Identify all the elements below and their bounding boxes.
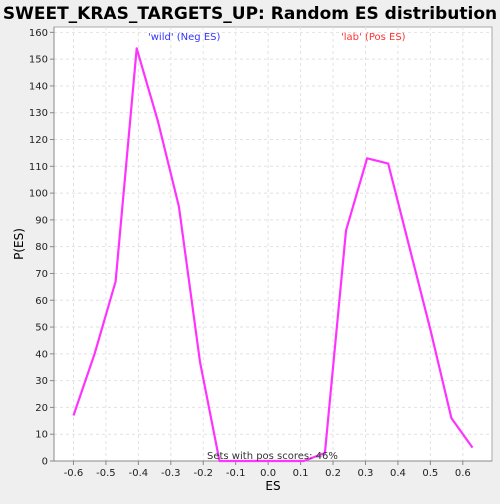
x-tick-label: 0.1 xyxy=(293,468,309,479)
plot-area xyxy=(53,26,493,462)
x-tick-label: -0.6 xyxy=(64,468,84,479)
x-tick-label: 0.3 xyxy=(358,468,374,479)
x-tick-label: -0.4 xyxy=(129,468,149,479)
x-tick-label: -0.1 xyxy=(226,468,246,479)
y-tick-label: 100 xyxy=(29,189,48,200)
y-tick-label: 0 xyxy=(42,457,48,468)
series-layer xyxy=(72,47,474,463)
series-line xyxy=(72,47,474,463)
y-tick-label: 80 xyxy=(35,242,48,253)
annotation-pos-scores: Sets with pos scores: 46% xyxy=(207,451,338,462)
y-tick-label: 90 xyxy=(35,215,48,226)
x-tick-label: 0.2 xyxy=(325,468,341,479)
y-tick-label: 30 xyxy=(35,376,48,387)
annotation-neg-es: 'wild' (Neg ES) xyxy=(148,32,220,43)
x-tick-label: 0.5 xyxy=(422,468,438,479)
y-tick-label: 40 xyxy=(35,349,48,360)
x-tick-label: -0.3 xyxy=(161,468,181,479)
x-axis-label: ES xyxy=(265,479,280,493)
x-tick-label: 0.6 xyxy=(455,468,471,479)
grid xyxy=(54,27,492,462)
x-tick-label: -0.2 xyxy=(193,468,213,479)
y-tick-label: 120 xyxy=(29,135,48,146)
chart-title: SWEET_KRAS_TARGETS_UP: Random ES distrib… xyxy=(3,4,497,24)
x-tick-label: 0.0 xyxy=(260,468,276,479)
y-axis-label: P(ES) xyxy=(12,228,26,260)
x-tick-label: -0.5 xyxy=(96,468,116,479)
y-tick-label: 140 xyxy=(29,81,48,92)
x-tick-label: 0.4 xyxy=(390,468,406,479)
y-tick-label: 20 xyxy=(35,403,48,414)
y-tick-label: 10 xyxy=(35,430,48,441)
annotation-pos-es: 'lab' (Pos ES) xyxy=(341,32,406,43)
y-tick-label: 150 xyxy=(29,55,48,66)
y-tick-label: 50 xyxy=(35,323,48,334)
y-tick-label: 60 xyxy=(35,296,48,307)
y-tick-label: 70 xyxy=(35,269,48,280)
y-tick-label: 110 xyxy=(29,162,48,173)
y-tick-label: 130 xyxy=(29,108,48,119)
y-tick-label: 160 xyxy=(29,28,48,39)
